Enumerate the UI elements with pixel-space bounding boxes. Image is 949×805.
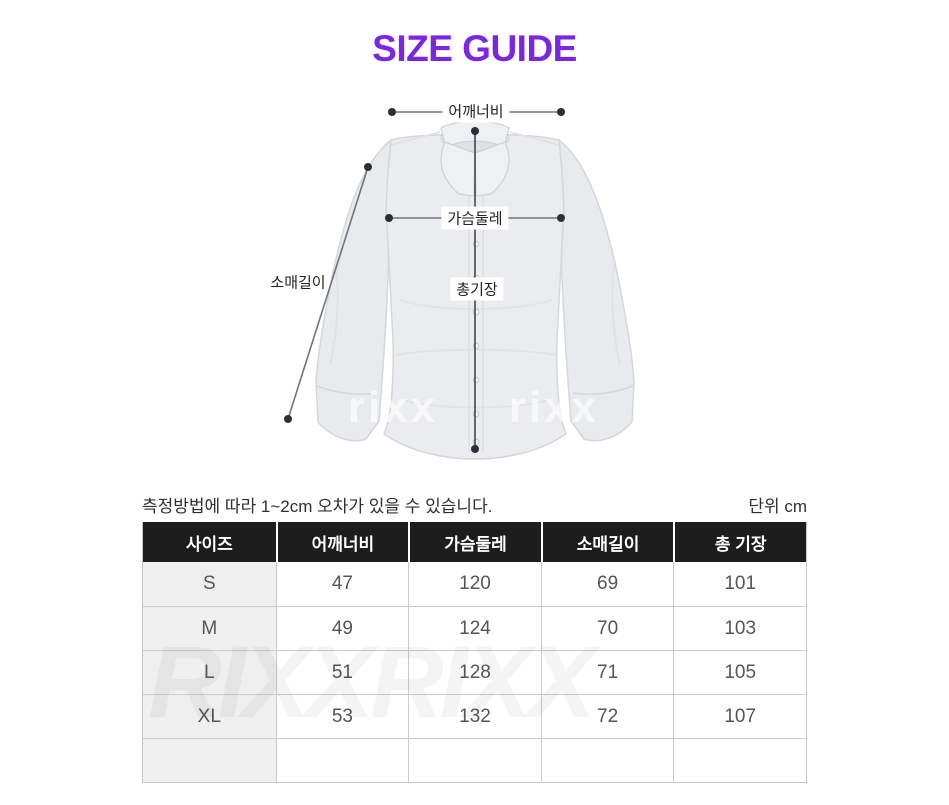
value-cell: 70 [540, 606, 674, 650]
size-cell: S [143, 562, 276, 606]
value-cell: 128 [408, 650, 541, 694]
value-cell [673, 738, 806, 782]
label-total-length: 총기장 [450, 277, 504, 301]
col-header-size: 사이즈 [143, 522, 276, 562]
size-cell [143, 738, 276, 782]
note-row: 측정방법에 따라 1~2cm 오차가 있을 수 있습니다. 단위 cm [142, 492, 807, 517]
value-cell: 105 [673, 650, 806, 694]
size-cell: L [143, 650, 276, 694]
table-row-empty [143, 738, 806, 782]
value-cell: 51 [275, 650, 409, 694]
table-row-s: S 47 120 69 101 [143, 562, 806, 606]
value-cell: 71 [540, 650, 674, 694]
value-cell: 53 [275, 694, 409, 738]
value-cell: 101 [673, 562, 806, 606]
value-cell: 103 [673, 606, 806, 650]
unit-label: 단위 cm [748, 497, 807, 516]
table-row-l: L 51 128 71 105 [143, 650, 806, 694]
label-sleeve-length: 소매길이 [270, 274, 326, 292]
label-shoulder-width: 어깨너비 [442, 99, 510, 123]
value-cell: 132 [408, 694, 541, 738]
col-header-chest: 가슴둘레 [408, 522, 541, 562]
col-header-length: 총 기장 [673, 522, 806, 562]
size-table-header: 사이즈 어깨너비 가슴둘레 소매길이 총 기장 [143, 522, 806, 562]
size-table: 사이즈 어깨너비 가슴둘레 소매길이 총 기장 S 47 120 69 101 … [142, 522, 807, 783]
value-cell: 72 [540, 694, 674, 738]
size-cell: XL [143, 694, 276, 738]
value-cell: 49 [275, 606, 409, 650]
size-cell: M [143, 606, 276, 650]
value-cell [408, 738, 541, 782]
label-chest-girth: 가슴둘레 [441, 206, 509, 230]
shirt-diagram: rixx rixx 어깨너비 가슴둘레 총기장 소매길이 [260, 90, 675, 475]
measurement-note: 측정방법에 따라 1~2cm 오차가 있을 수 있습니다. [142, 497, 493, 516]
table-row-m: M 49 124 70 103 [143, 606, 806, 650]
col-header-sleeve: 소매길이 [540, 522, 674, 562]
value-cell: 124 [408, 606, 541, 650]
value-cell: 47 [275, 562, 409, 606]
value-cell: 120 [408, 562, 541, 606]
value-cell [540, 738, 674, 782]
value-cell: 69 [540, 562, 674, 606]
value-cell: 107 [673, 694, 806, 738]
col-header-shoulder: 어깨너비 [275, 522, 409, 562]
page-title: SIZE GUIDE [372, 28, 577, 69]
value-cell [275, 738, 409, 782]
table-row-xl: XL 53 132 72 107 [143, 694, 806, 738]
